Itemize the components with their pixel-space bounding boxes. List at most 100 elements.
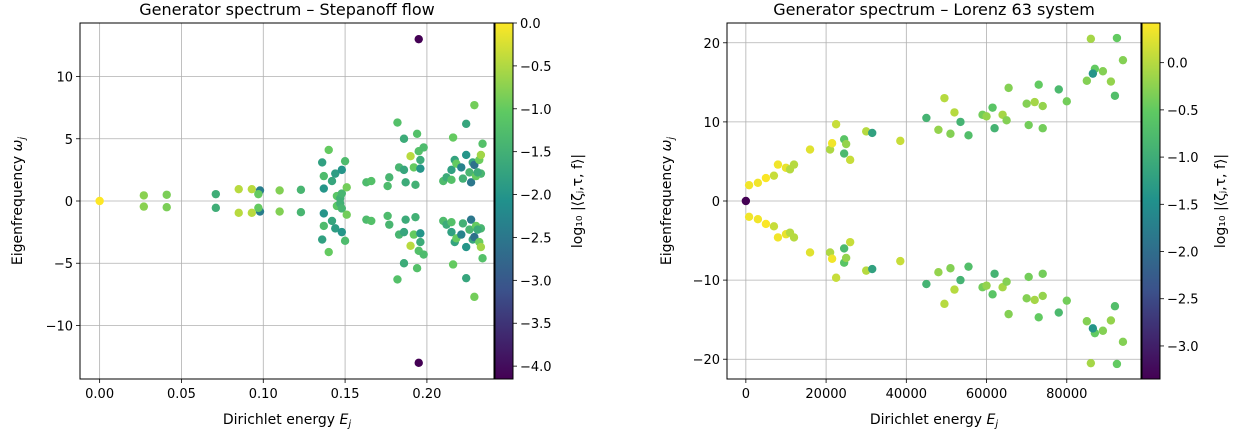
data-point — [337, 165, 347, 175]
x-tick-label: 40000 — [886, 387, 927, 402]
x-tick-label: 0.15 — [331, 387, 360, 402]
chart-title: Generator spectrum – Lorenz 63 system — [773, 0, 1095, 19]
data-point — [406, 151, 415, 161]
data-point — [839, 244, 849, 253]
data-point — [845, 155, 855, 165]
data-point — [447, 217, 456, 227]
grid-lines — [80, 23, 494, 379]
data-point — [946, 264, 955, 273]
stepanoff-chart: Generator spectrum – Stepanoff flow 0.00… — [10, 0, 586, 430]
data-point — [1062, 296, 1071, 305]
data-point — [331, 224, 340, 233]
y-tick-label: −20 — [693, 353, 720, 368]
data-point — [956, 117, 965, 127]
data-point — [950, 285, 959, 294]
y-tick-label: 0 — [65, 195, 73, 210]
data-point — [789, 233, 799, 242]
data-point — [922, 279, 931, 289]
data-point — [95, 196, 104, 206]
x-axis-ticks: 0.00 0.05 0.10 0.15 0.20 — [85, 379, 441, 402]
data-point — [990, 269, 999, 278]
x-tick-label: 0.05 — [167, 387, 196, 402]
data-point — [1106, 316, 1116, 325]
data-point — [461, 150, 471, 160]
data-point — [383, 211, 392, 221]
x-tick-label: 20000 — [805, 387, 846, 402]
data-point — [414, 358, 423, 368]
data-point — [458, 174, 468, 183]
data-point — [934, 125, 943, 134]
data-point — [1082, 76, 1092, 85]
data-point — [964, 262, 973, 271]
y-tick-label: 0 — [712, 195, 720, 210]
data-point — [1034, 80, 1043, 89]
x-axis-ticks: 0 20000 40000 60000 80000 — [742, 379, 1087, 402]
data-point — [447, 227, 456, 237]
y-axis-label: Eigenfrequency ωj — [10, 137, 28, 266]
colorbar — [1141, 22, 1161, 380]
data-point — [1038, 101, 1047, 111]
data-point — [409, 163, 419, 172]
data-point — [211, 203, 221, 213]
colorbar-tick-label: −1.0 — [1167, 151, 1199, 166]
data-point — [761, 173, 771, 183]
colorbar-ticks: 0.0 −0.5 −1.0 −1.5 −2.0 −2.5 −3.0 — [1160, 57, 1199, 355]
data-point — [461, 119, 471, 129]
colorbar-tick-label: −2.5 — [1167, 293, 1199, 308]
data-point — [896, 136, 905, 146]
data-point — [337, 189, 347, 198]
data-point — [473, 168, 482, 177]
data-point — [1112, 359, 1122, 369]
data-point — [1086, 358, 1096, 368]
data-point — [406, 241, 415, 251]
data-point — [896, 256, 905, 266]
data-point — [946, 129, 955, 138]
data-point — [841, 139, 851, 149]
data-point — [419, 143, 428, 152]
data-point — [1004, 83, 1013, 93]
y-tick-label: −10 — [46, 319, 73, 334]
y-tick-label: 10 — [56, 71, 73, 86]
data-point — [399, 134, 409, 143]
data-point — [317, 235, 327, 244]
y-tick-label: −5 — [54, 257, 73, 272]
data-point — [340, 156, 350, 166]
data-point — [367, 176, 376, 186]
data-point — [234, 184, 243, 194]
data-point — [465, 225, 474, 234]
colorbar-tick-label: −1.5 — [1167, 198, 1199, 213]
data-point — [868, 128, 877, 138]
data-point — [476, 242, 486, 252]
data-point — [412, 129, 422, 138]
colorbar-tick-label: −2.0 — [520, 189, 552, 204]
data-point — [247, 184, 257, 194]
colorbar-tick-label: −1.5 — [520, 146, 552, 161]
data-point — [367, 216, 376, 226]
y-axis-label: Eigenfrequency ωj — [659, 137, 677, 266]
data-point — [744, 180, 754, 190]
colorbar-tick-label: −2.0 — [1167, 246, 1199, 261]
data-point — [825, 145, 835, 154]
data-point — [1024, 120, 1033, 130]
data-point — [461, 273, 471, 283]
colorbar-label: log₁₀ |⟨ζⱼ,τ, f⟩| — [570, 154, 586, 248]
data-point — [753, 214, 763, 224]
data-point — [1088, 69, 1098, 78]
data-point — [769, 171, 779, 180]
data-point — [399, 227, 409, 237]
data-point — [447, 175, 456, 185]
colorbar-tick-label: −0.5 — [520, 60, 552, 75]
data-point — [419, 250, 428, 259]
data-point — [275, 207, 284, 216]
data-point — [401, 215, 410, 224]
colorbar-tick-label: 0.0 — [1167, 57, 1188, 72]
data-point — [416, 229, 425, 238]
data-point — [956, 275, 965, 285]
data-point — [1062, 97, 1071, 106]
data-point — [1034, 313, 1043, 322]
data-point — [988, 103, 997, 112]
data-point — [254, 203, 263, 213]
data-point — [457, 163, 466, 172]
data-point — [868, 264, 877, 274]
data-point — [825, 248, 835, 257]
